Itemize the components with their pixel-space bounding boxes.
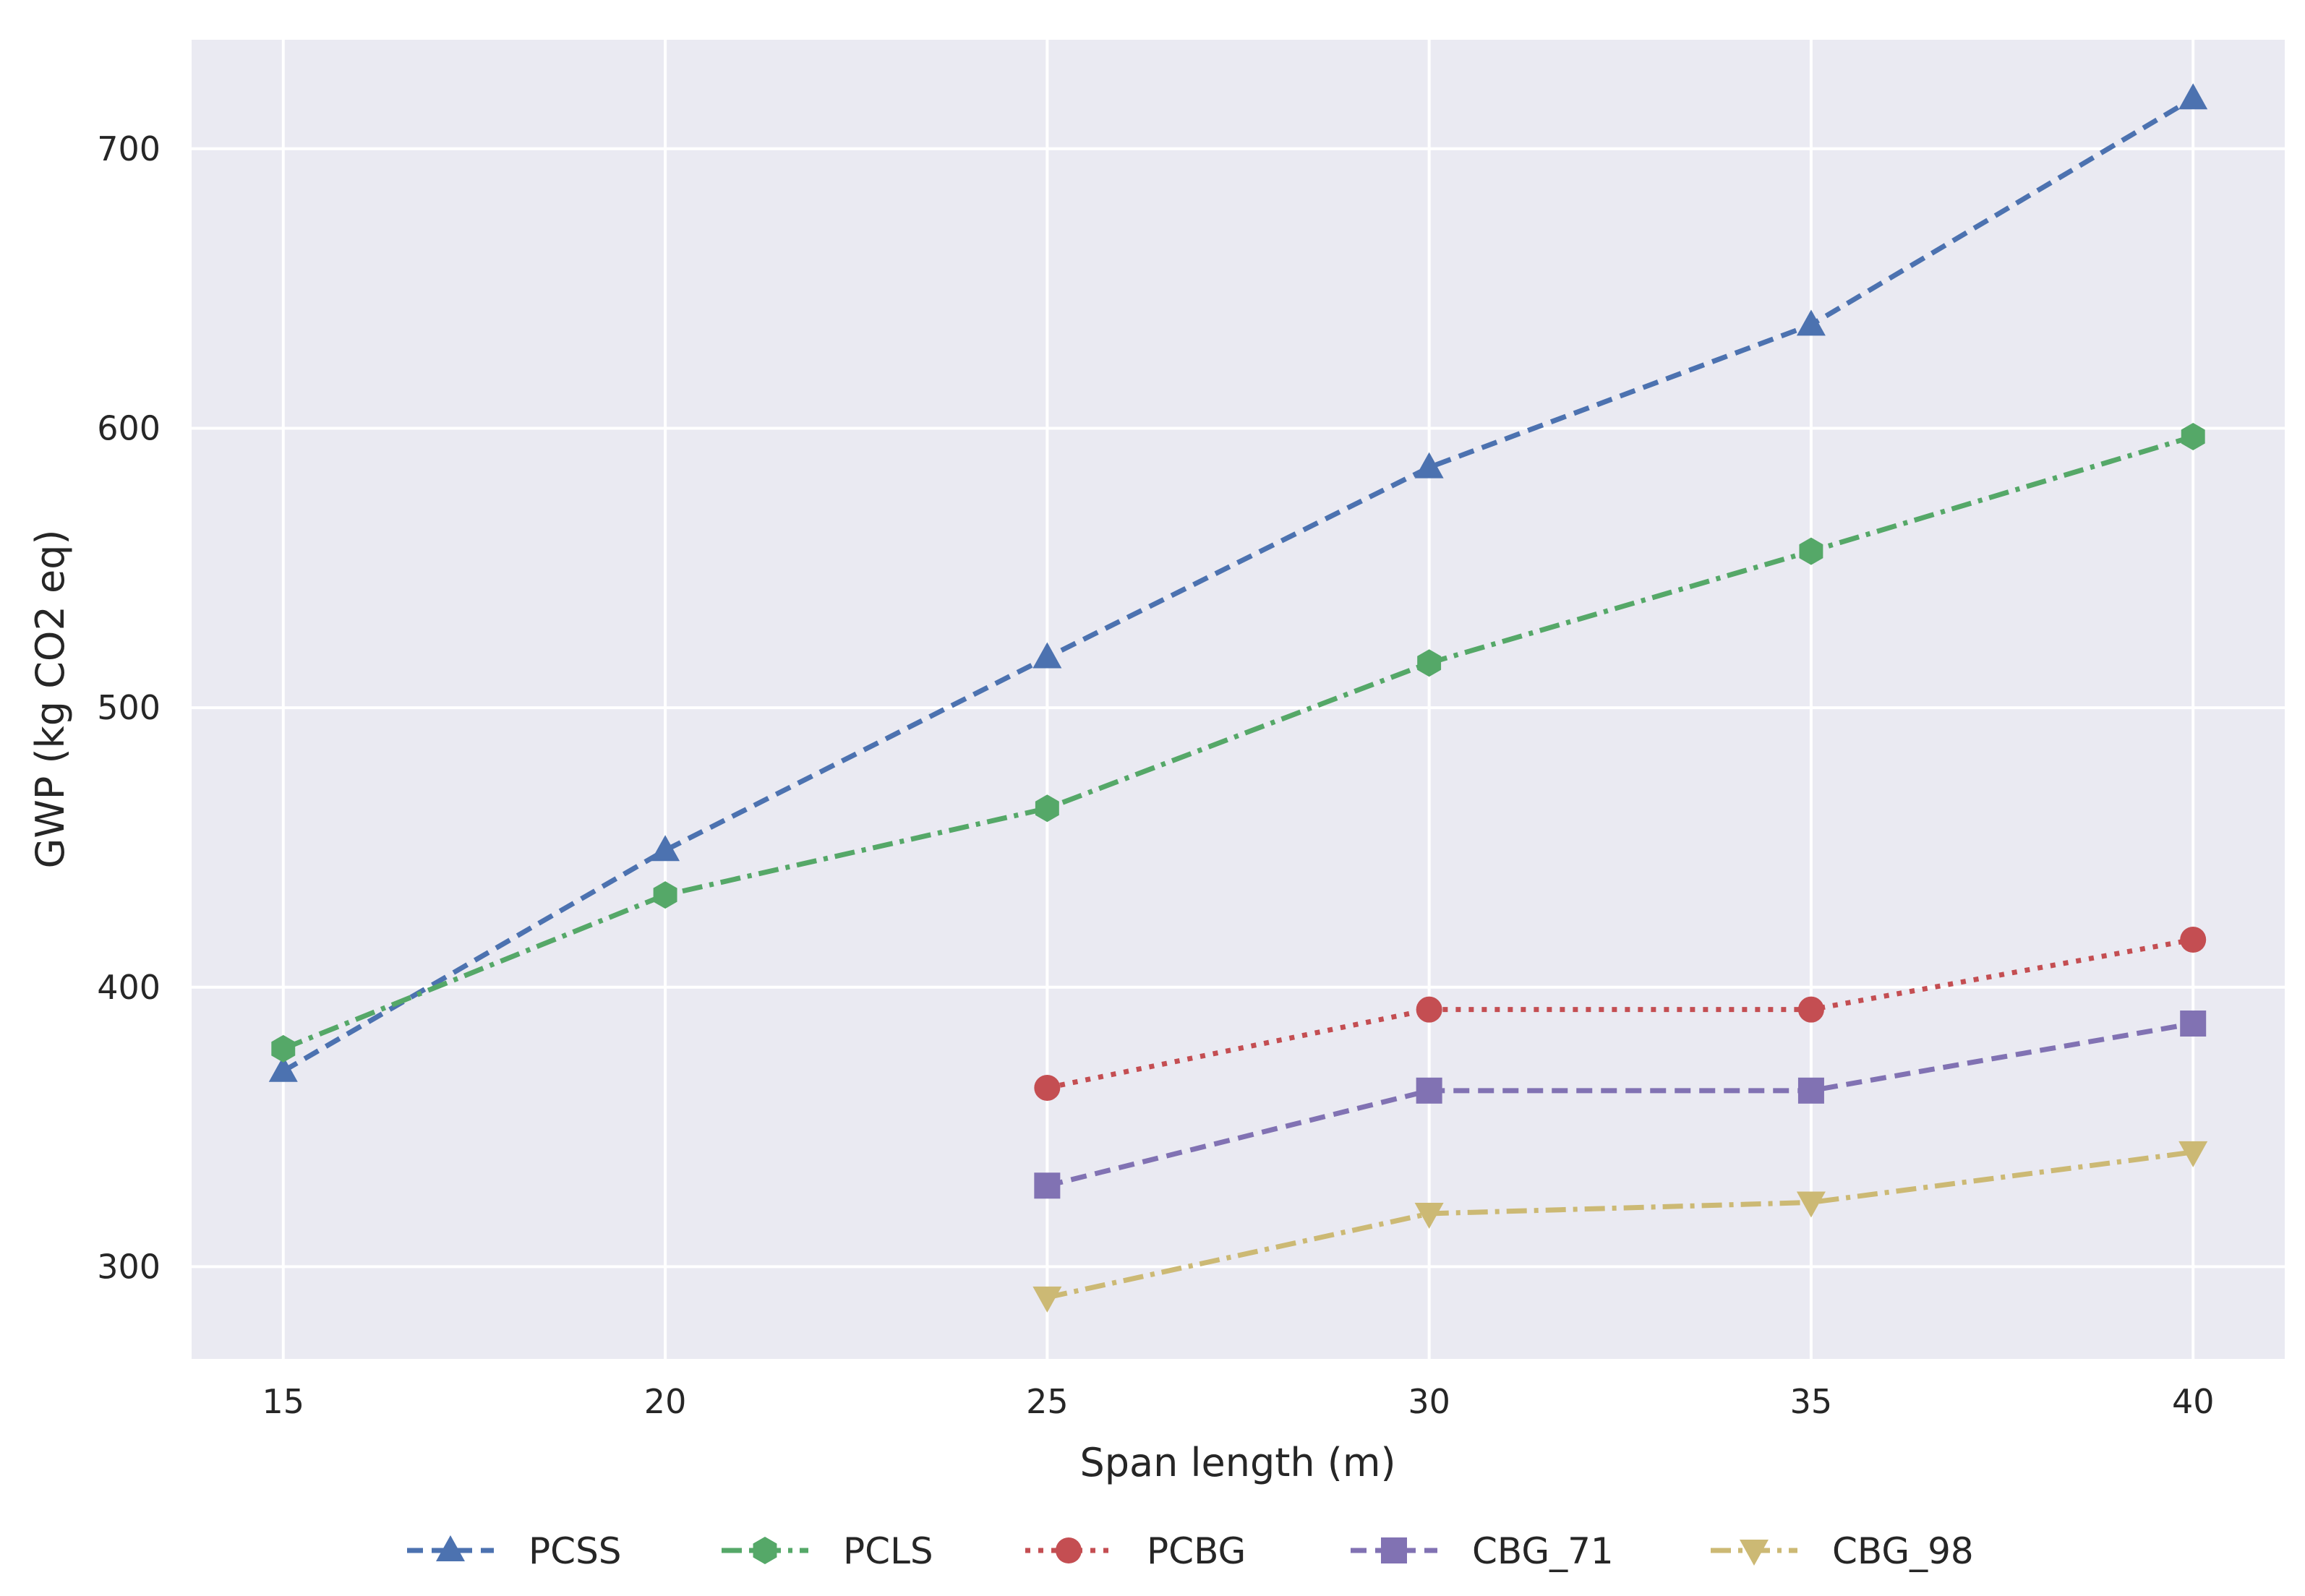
data-point (268, 1055, 298, 1082)
legend-label: PCSS (529, 1530, 622, 1572)
x-tick-label: 35 (1790, 1382, 1833, 1421)
data-point (653, 881, 677, 909)
data-point (1417, 649, 1442, 677)
data-point (1416, 996, 1442, 1023)
legend-item: CBG_71 (1351, 1530, 1614, 1572)
legend-item: PCSS (407, 1530, 622, 1572)
data-point (1035, 794, 1059, 823)
legend-marker (1740, 1540, 1769, 1566)
data-point (2178, 1141, 2208, 1167)
data-point (651, 835, 680, 862)
x-tick-label: 15 (262, 1382, 305, 1421)
data-point (1796, 1191, 1826, 1218)
series-pcls (271, 423, 2205, 1063)
data-point (1797, 1077, 1824, 1104)
legend-item: CBG_98 (1711, 1530, 1974, 1572)
legend-label: PCBG (1147, 1530, 1246, 1572)
x-tick-label: 20 (644, 1382, 687, 1421)
y-axis-label: GWP (kg CO2 eq) (27, 529, 73, 868)
legend-marker (1381, 1537, 1407, 1563)
series-cbg-98 (1032, 1141, 2208, 1313)
data-point (1796, 309, 1826, 336)
legend-item: PCLS (722, 1530, 933, 1572)
grid (192, 40, 2285, 1359)
series-pcss (268, 83, 2208, 1082)
legend: PCSS PCLS PCBG CBG_71 CBG_98 (407, 1530, 1974, 1572)
y-tick-label: 400 (97, 968, 161, 1007)
legend-label: CBG_71 (1472, 1530, 1614, 1572)
data-point (2178, 83, 2208, 110)
tick-labels: 15 20 25 30 35 40 300 400 500 600 700 (97, 129, 2214, 1421)
legend-label: CBG_98 (1832, 1530, 1974, 1572)
legend-marker (753, 1537, 777, 1564)
y-tick-label: 700 (97, 129, 161, 168)
series-line (282, 96, 2194, 1073)
x-tick-label: 40 (2172, 1382, 2215, 1421)
data-point (1034, 1172, 1061, 1199)
series-line (282, 434, 2194, 1052)
legend-label: PCLS (843, 1530, 933, 1572)
plot-background (192, 40, 2285, 1359)
data-point (2181, 423, 2205, 451)
data-point (1032, 642, 1062, 669)
series-line (1046, 937, 2194, 1091)
series-cbg-71 (1034, 1011, 2207, 1199)
series-line (1046, 1149, 2194, 1300)
data-point (1799, 537, 1823, 565)
x-tick-label: 25 (1026, 1382, 1069, 1421)
data-point (1416, 1077, 1442, 1104)
series-layer (268, 83, 2208, 1313)
legend-marker (436, 1535, 465, 1561)
data-point (2180, 927, 2207, 953)
data-point (1034, 1074, 1061, 1101)
data-point (2180, 1011, 2207, 1037)
legend-item: PCBG (1025, 1530, 1246, 1572)
y-tick-label: 300 (97, 1247, 161, 1286)
y-tick-label: 500 (97, 688, 161, 727)
legend-marker (1056, 1537, 1082, 1563)
data-point (271, 1034, 296, 1063)
x-tick-label: 30 (1408, 1382, 1450, 1421)
series-pcbg (1034, 927, 2207, 1101)
data-point (1414, 452, 1444, 479)
data-point (1797, 996, 1824, 1023)
series-line (1046, 1021, 2194, 1188)
data-point (1414, 1202, 1444, 1229)
x-axis-label: Span length (m) (1079, 1440, 1395, 1485)
data-point (1032, 1286, 1062, 1313)
y-tick-label: 600 (97, 408, 161, 447)
